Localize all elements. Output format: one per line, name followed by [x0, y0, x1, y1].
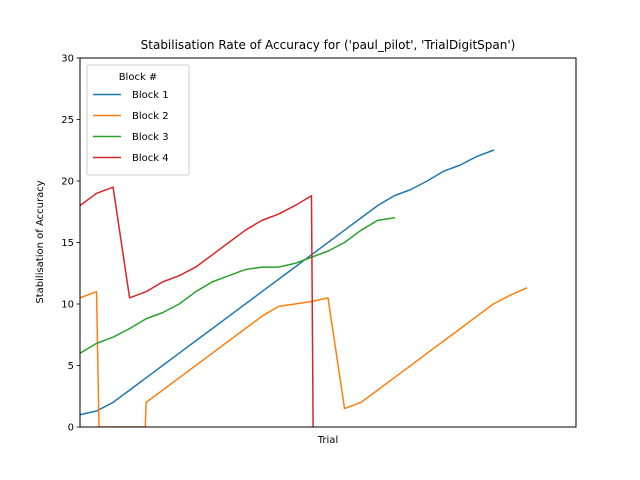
y-tick-label: 5 [68, 361, 74, 372]
series-line-block-1 [80, 149, 495, 416]
y-tick-label: 25 [61, 115, 74, 126]
legend-title: Block # [119, 72, 158, 83]
y-axis: 0 5 10 15 20 25 30 [61, 54, 80, 434]
series-line-block-3 [80, 217, 395, 355]
legend: Block # Block 1 Block 2 Block 3 Block 4 [86, 64, 190, 176]
legend-label-block-2: Block 2 [132, 111, 169, 122]
legend-label-block-4: Block 4 [132, 153, 169, 164]
legend-label-block-3: Block 3 [132, 132, 169, 143]
series-line-block-2 [80, 287, 528, 427]
y-tick-label: 30 [61, 54, 74, 65]
y-axis-label: Stabilisation of Accuracy [35, 180, 46, 303]
y-tick-label: 15 [61, 238, 74, 249]
y-tick-label: 20 [61, 177, 74, 188]
y-tick-label: 10 [61, 300, 74, 311]
series-line-block-4 [80, 186, 314, 427]
x-axis-label: Trial [317, 435, 338, 446]
series-lines [80, 149, 528, 427]
plot-area [79, 57, 577, 428]
legend-box [86, 64, 190, 176]
y-tick-label: 0 [68, 423, 74, 434]
legend-label-block-1: Block 1 [132, 90, 169, 101]
chart-title: Stabilisation Rate of Accuracy for ('pau… [141, 38, 516, 52]
